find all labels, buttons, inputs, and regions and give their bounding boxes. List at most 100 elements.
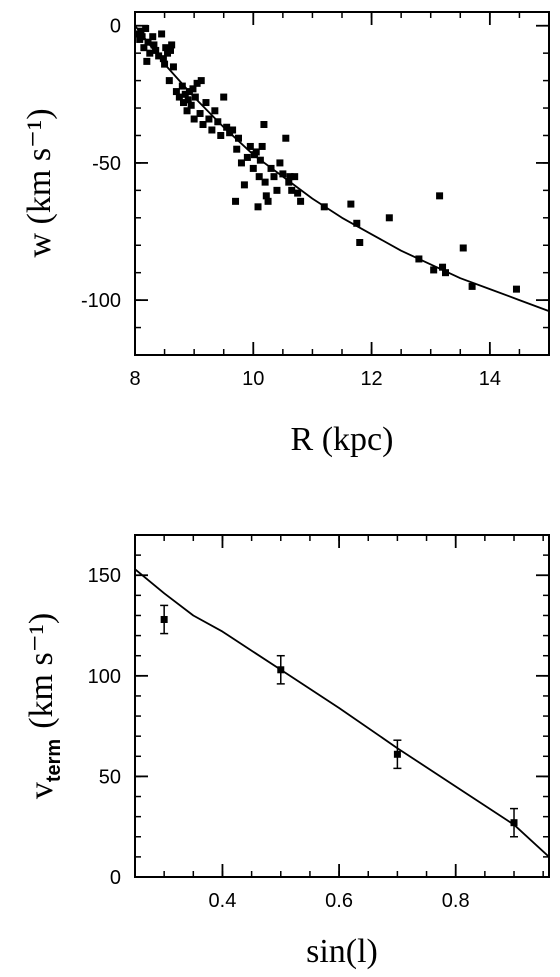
top-data-point [175,93,183,101]
top-data-point [165,77,173,85]
top-data-point [187,101,195,109]
top-x-axis-label: R (kpc) [291,421,394,458]
top-data-point [217,131,225,139]
top-data-point [468,282,476,290]
top-data-point [243,153,251,161]
top-data-point [291,173,299,181]
bottom-plot-area [135,568,549,858]
top-data-point [288,186,296,194]
top-data-point [240,181,248,189]
bottom-fit-curve [135,568,549,858]
bottom-marks [135,568,549,858]
bottom-y-axis-label-sub: term [43,739,65,782]
top-data-point [183,107,191,115]
bottom-y-tick-label: 0 [110,867,121,889]
top-data-point [169,63,177,71]
top-data-point [512,285,520,293]
top-data-point [220,93,228,101]
top-data-point [143,57,151,65]
top-data-point [158,30,166,38]
bottom-y-axis-label-units: (km s⁻¹) [23,613,60,729]
top-data-point [142,24,150,32]
top-x-tick-label: 14 [479,368,501,390]
top-data-point [279,170,287,178]
bottom-data-point [393,750,401,758]
top-data-point [294,189,302,197]
top-data-point [347,200,355,208]
bottom-y-tick-label: 100 [88,666,121,688]
bottom-y-tick-label: 50 [99,766,121,788]
top-data-point [152,46,160,54]
top-data-point [276,159,284,167]
top-data-point [150,41,158,49]
top-data-point [353,219,361,227]
top-data-point [261,178,269,186]
top-x-tick-label: 12 [360,368,382,390]
top-data-point [197,77,205,85]
top-data-point [255,173,263,181]
top-data-point [162,44,170,52]
top-data-point [297,197,305,205]
top-y-tick-label: -50 [92,153,121,175]
bottom-y-axis-label-group: vterm (km s⁻¹) [23,613,65,799]
bottom-data-point [510,819,518,827]
top-data-point [235,134,242,142]
top-data-point [178,82,186,90]
top-tick-labels: 8 10 12 14 0 -50 -100 [81,16,501,390]
top-data-point [282,134,290,142]
top-data-point [286,173,294,181]
top-data-point [146,49,154,57]
top-data-point [252,148,260,156]
top-data-point [193,79,201,87]
top-panel: 8 10 12 14 0 -50 -100 R (kpc) w (km s⁻¹) [21,11,550,458]
top-data-point [233,145,241,153]
top-data-point [137,27,145,35]
top-data-point [459,244,467,252]
top-fit-curve [135,25,549,312]
top-data-point [181,90,189,98]
top-data-point [211,107,219,115]
bottom-y-tick-label: 150 [88,565,121,587]
top-data-point [249,164,257,172]
bottom-x-tick-label: 0.8 [442,890,470,912]
top-data-point [196,110,204,118]
top-data-point [273,186,281,194]
bottom-plot-frame [134,534,550,878]
top-data-point [205,115,213,123]
bottom-data-point [160,615,168,623]
top-data-point [202,99,210,107]
top-data-point [430,266,438,274]
top-plot-area [135,24,549,312]
top-data-point [436,192,444,200]
top-y-tick-label: 0 [110,16,121,38]
top-y-tick-label: -100 [81,290,121,312]
top-y-axis-label: w (km s⁻¹) [21,108,58,257]
bottom-tick-labels: 0.4 0.6 0.8 0 50 100 150 [88,565,470,912]
top-data-point [439,263,447,271]
bottom-y-axis-label: vterm (km s⁻¹) [23,613,65,799]
top-data-point [208,126,216,134]
top-data-point [356,238,364,246]
top-data-point [260,121,268,129]
top-x-tick-label: 10 [242,368,264,390]
top-data-point [159,55,167,63]
top-data-point [232,197,240,205]
top-data-point [442,269,449,277]
top-data-point [237,159,245,167]
top-ticks [134,12,549,355]
bottom-x-tick-label: 0.6 [325,890,353,912]
bottom-x-tick-label: 0.4 [209,890,237,912]
top-data-point [264,197,272,205]
bottom-ticks [135,535,549,878]
bottom-x-axis-label: sin(l) [306,933,378,970]
top-data-point [270,173,278,181]
top-data-point [179,99,187,107]
top-data-point [184,96,192,104]
top-data-point [385,214,393,222]
top-data-point [262,192,270,200]
top-data-point [258,142,266,150]
top-data-point [138,33,146,41]
top-data-point [166,46,174,54]
bottom-y-axis-label-v: v [23,782,60,799]
